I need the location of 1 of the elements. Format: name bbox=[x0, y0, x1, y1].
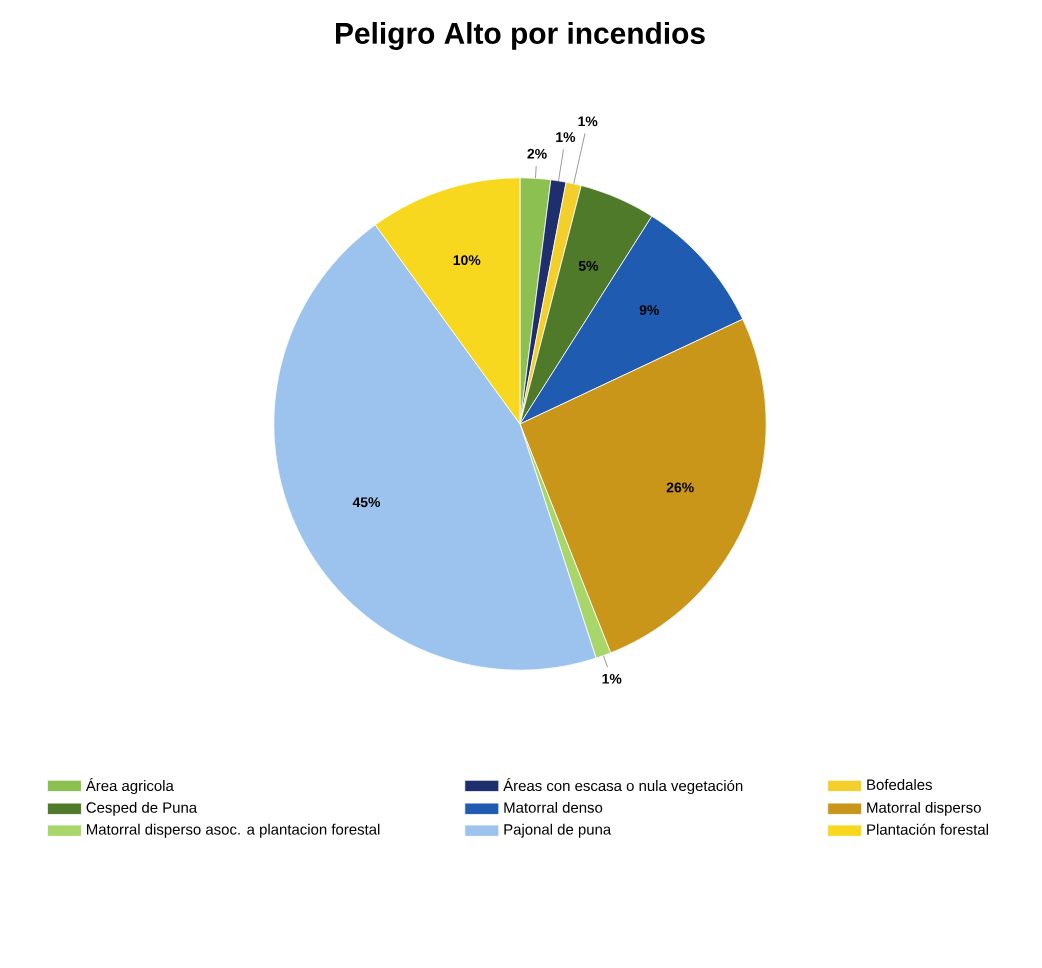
chart-title: Peligro Alto por incendios bbox=[336, 21, 705, 50]
